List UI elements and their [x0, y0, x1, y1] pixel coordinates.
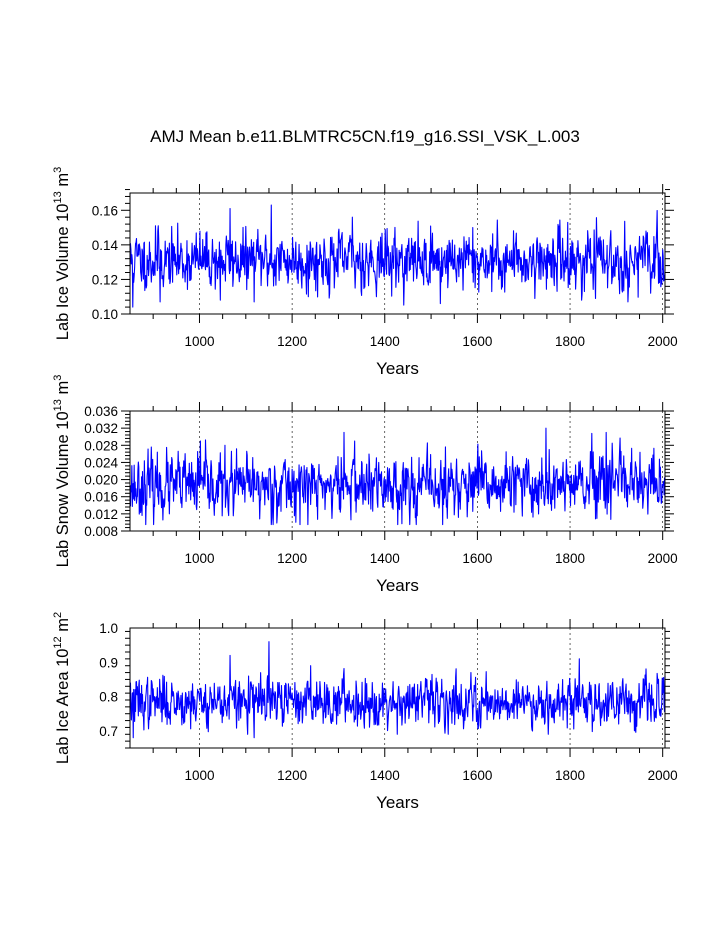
y-tick-label: 0.8	[99, 690, 118, 705]
figure-title: AMJ Mean b.e11.BLMTRC5CN.f19_g16.SSI_VSK…	[150, 127, 580, 146]
x-tick-label: 1000	[184, 768, 214, 783]
y-tick-label: 0.028	[84, 438, 118, 453]
x-tick-label: 1600	[462, 334, 492, 349]
x-tick-label: 2000	[648, 551, 678, 566]
x-tick-label: 1800	[555, 768, 585, 783]
x-axis-label: Years	[376, 359, 419, 378]
x-tick-label: 1400	[370, 334, 400, 349]
y-tick-label: 0.9	[99, 655, 118, 670]
y-tick-label: 0.024	[84, 455, 118, 470]
x-tick-label: 1600	[462, 551, 492, 566]
x-tick-label: 1400	[370, 551, 400, 566]
y-tick-label: 0.032	[84, 421, 118, 436]
series-line-lab-snow-volume	[129, 427, 666, 526]
x-tick-label: 1800	[555, 551, 585, 566]
plot-frame	[129, 627, 666, 749]
x-tick-label: 1200	[277, 334, 307, 349]
x-tick-label: 1200	[277, 551, 307, 566]
y-axis-label: Lab Ice Area 1012 m2	[52, 612, 72, 764]
x-axis-label: Years	[376, 793, 419, 812]
x-tick-label: 1000	[184, 334, 214, 349]
x-axis-label: Years	[376, 576, 419, 595]
x-tick-label: 1400	[370, 768, 400, 783]
series-line-lab-ice-area	[129, 641, 666, 739]
y-tick-label: 0.14	[92, 238, 119, 253]
series-line-lab-ice-volume	[129, 204, 666, 308]
y-axis-label: Lab Snow Volume 1013 m3	[52, 375, 72, 568]
x-tick-label: 1600	[462, 768, 492, 783]
plot-frame	[129, 192, 666, 315]
y-tick-label: 0.10	[92, 307, 118, 322]
y-tick-label: 0.020	[84, 473, 118, 488]
y-tick-label: 0.016	[84, 490, 118, 505]
x-tick-label: 2000	[648, 334, 678, 349]
y-tick-label: 0.036	[84, 404, 118, 419]
y-tick-label: 0.008	[84, 524, 118, 539]
x-tick-label: 1200	[277, 768, 307, 783]
panel-2: 1000 1200 1400 1600 1800 2000 0.008 0.012 0.016 0…	[52, 375, 678, 595]
y-tick-label: 0.12	[92, 272, 118, 287]
y-axis-label: Lab Ice Volume 1013 m3	[52, 167, 72, 340]
x-tick-label: 2000	[648, 768, 678, 783]
x-tick-label: 1000	[184, 551, 214, 566]
x-tick-label: 1800	[555, 334, 585, 349]
y-tick-label: 0.7	[99, 724, 118, 739]
panel-1: 1000 1200 1400 1600 1800 2000 0.10 0.12 0.14 0.16…	[52, 167, 678, 378]
plot-frame	[129, 410, 666, 532]
y-tick-label: 1.0	[99, 621, 118, 636]
panel-3: 1000 1200 1400 1600 1800 2000 0.7 0.8 0.9 1.0 Year…	[52, 612, 678, 812]
y-tick-label: 0.16	[92, 203, 118, 218]
y-tick-label: 0.012	[84, 507, 118, 522]
